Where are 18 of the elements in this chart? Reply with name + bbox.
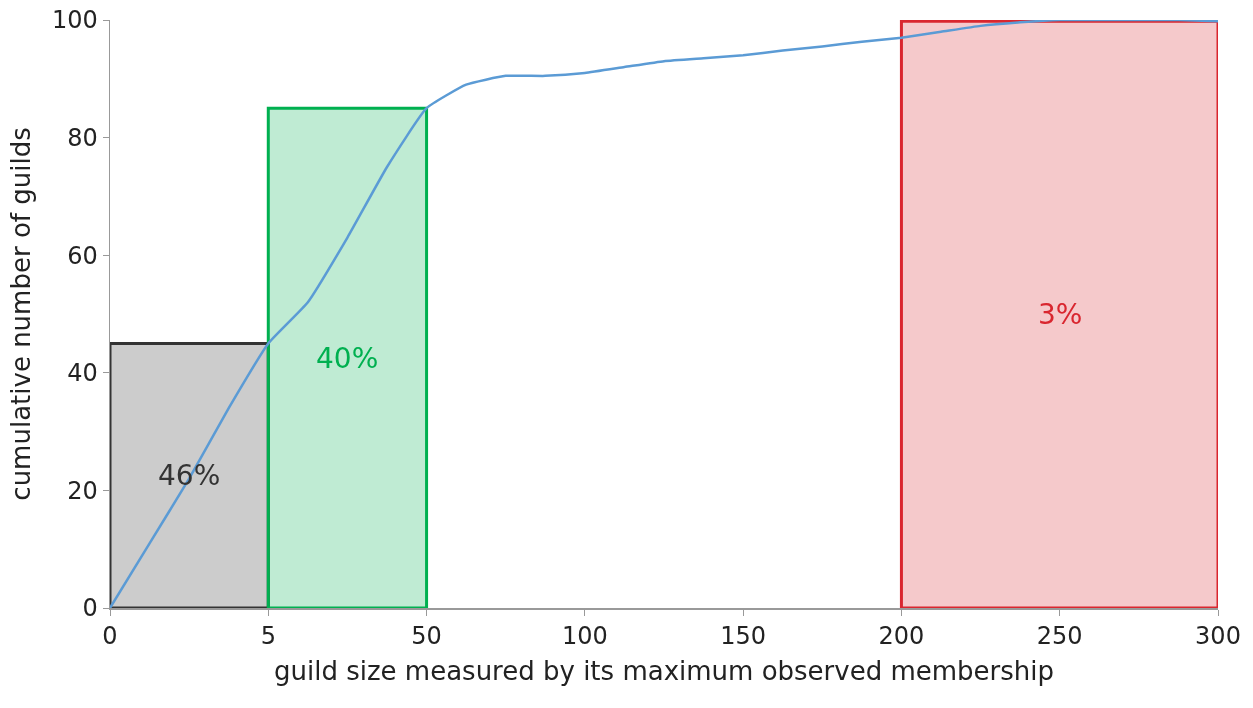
x-tick-label: 200 [878,622,925,651]
band-label: 3% [1038,298,1083,331]
x-tick-label: 0 [102,622,118,651]
band-label: 40% [316,342,379,375]
x-tick-label: 50 [411,622,442,651]
y-tick-label: 100 [51,6,98,35]
x-tick-label: 5 [260,622,276,651]
x-tick-label: 300 [1195,622,1241,651]
y-tick-label: 40 [67,359,98,388]
y-tick-label: 0 [82,594,98,623]
y-axis-title: cumulative number of guilds [5,127,36,501]
x-tick-label: 250 [1036,622,1083,651]
x-tick-label: 100 [561,622,608,651]
y-tick-label: 20 [67,476,98,505]
y-tick-label: 60 [67,241,98,270]
x-tick-label: 150 [720,622,767,651]
y-tick-label: 80 [67,124,98,152]
x-axis-title: guild size measured by its maximum observed membership [273,655,1055,686]
